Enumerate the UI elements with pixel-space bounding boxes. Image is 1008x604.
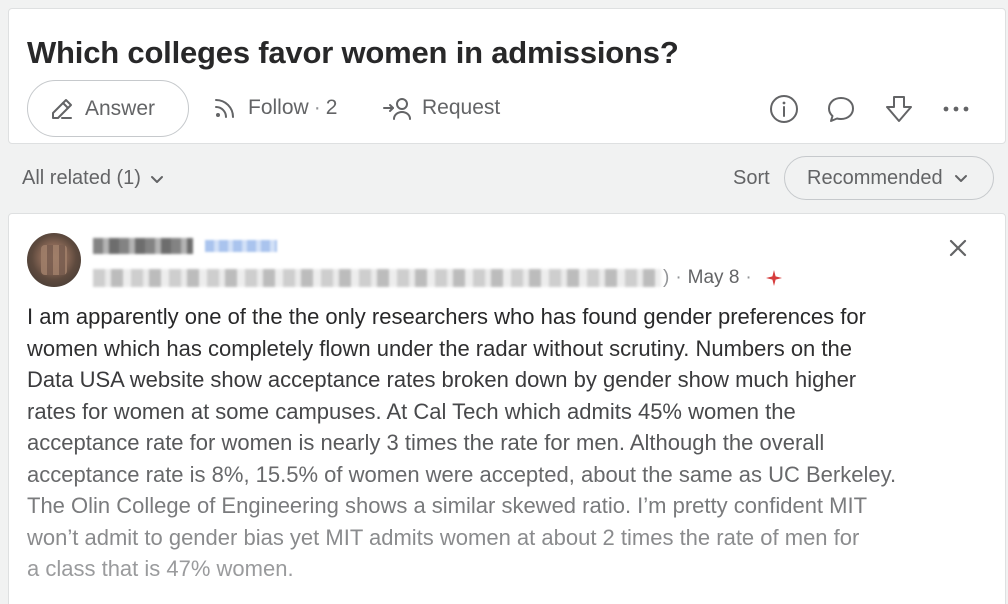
chevron-down-icon (150, 175, 163, 183)
more-icon (943, 106, 969, 112)
downvote-icon (886, 96, 912, 122)
answer-line: acceptance rate for women is nearly 3 ti… (27, 430, 825, 455)
all-related-label: All related (1) (22, 167, 141, 189)
info-icon (770, 95, 798, 123)
follow-icon (215, 99, 234, 118)
credential-paren: ) (663, 267, 670, 288)
answer-line: The Olin College of Engineering shows a … (27, 493, 868, 518)
meta-separator: · (675, 267, 682, 288)
answer-line: won’t admit to gender bias yet MIT admit… (27, 524, 860, 550)
avatar-blur (41, 245, 67, 275)
info-button[interactable] (765, 90, 803, 128)
answer-line: acceptance rate is 8%, 15.5% of women we… (27, 461, 897, 487)
close-button[interactable] (946, 236, 970, 260)
request-icon (383, 98, 411, 120)
author-meta: ) · May 8 · (93, 266, 782, 290)
avatar[interactable] (27, 233, 81, 287)
more-button[interactable] (937, 90, 975, 128)
author-name-redacted[interactable] (93, 238, 193, 254)
follow-button[interactable]: Follow · 2 (212, 92, 337, 124)
filter-bar: All related (1) Sort Recommended (0, 155, 1008, 203)
sort-label: Sort (733, 167, 770, 189)
question-card: Which colleges favor women in admissions… (8, 8, 1006, 144)
credential-redacted (93, 269, 661, 287)
follow-separator: · (313, 96, 321, 119)
answer-body[interactable]: I am apparently one of the the only rese… (27, 301, 977, 585)
request-button[interactable]: Request (382, 92, 500, 124)
close-icon (949, 239, 967, 257)
answer-card: ) · May 8 · I am apparently one of the t… (8, 213, 1006, 604)
all-related-dropdown[interactable]: All related (1) (22, 167, 165, 190)
answer-button[interactable]: Answer (27, 80, 189, 137)
downvote-button[interactable] (880, 90, 918, 128)
sort-dropdown[interactable]: Recommended (784, 156, 994, 200)
answer-date[interactable]: May 8 (687, 267, 740, 288)
follow-count: 2 (325, 96, 338, 119)
answer-line: Data USA website show acceptance rates b… (27, 367, 857, 392)
request-label: Request (422, 96, 501, 119)
sort-value: Recommended (807, 166, 943, 189)
answer-line: rates for women at some campuses. At Cal… (27, 398, 796, 424)
answer-line: women which has completely flown under t… (27, 335, 852, 361)
follow-author-redacted[interactable] (205, 240, 277, 252)
edit-icon (52, 98, 72, 119)
answer-line: a class that is 47% women. (27, 556, 294, 581)
comment-button[interactable] (822, 90, 860, 128)
meta-separator: · (745, 267, 752, 288)
question-title[interactable]: Which colleges favor women in admissions… (27, 35, 679, 70)
sparkle-icon (765, 270, 782, 286)
follow-label: Follow (248, 96, 309, 119)
comment-icon (828, 97, 854, 122)
answer-label: Answer (85, 96, 156, 120)
chevron-down-icon (954, 175, 967, 182)
answer-line: I am apparently one of the the only rese… (27, 304, 866, 329)
